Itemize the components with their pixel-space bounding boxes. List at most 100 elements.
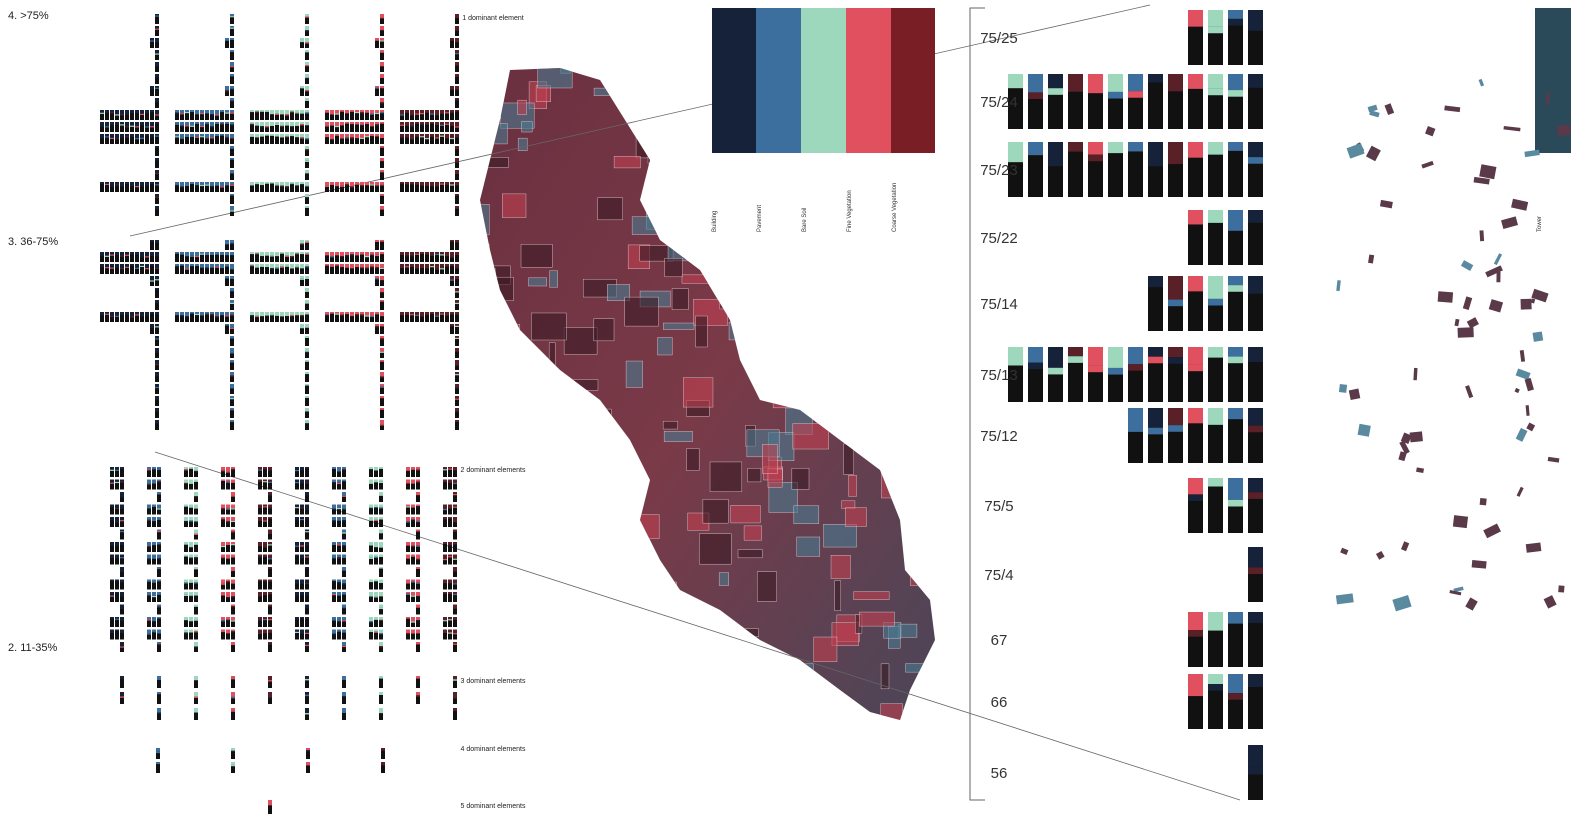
- glyph-band: [379, 567, 383, 569]
- parcel: [888, 318, 923, 345]
- parcel: [744, 526, 762, 540]
- glyph-band: [350, 110, 354, 112]
- glyph-band: [450, 312, 454, 314]
- glyph-band: [275, 122, 279, 124]
- glyph-band: [305, 642, 309, 645]
- glyph-band: [448, 632, 452, 633]
- glyph-band: [100, 110, 104, 113]
- glyph-band: [1248, 408, 1263, 426]
- glyph-band: [230, 158, 234, 160]
- glyph-band: [300, 315, 304, 316]
- glyph-band: [306, 748, 310, 750]
- glyph-band: [1228, 674, 1243, 693]
- glyph-band: [120, 264, 124, 268]
- glyph-band: [1028, 347, 1043, 363]
- glyph-band: [342, 480, 346, 482]
- glyph-band: [156, 748, 160, 752]
- glyph-band: [453, 630, 457, 634]
- parcel: [627, 720, 644, 726]
- glyph-band: [275, 268, 279, 269]
- glyph-band: [300, 480, 304, 484]
- glyph-band: [205, 252, 209, 255]
- glyph-band: [440, 254, 444, 255]
- glyph-band: [1088, 366, 1103, 373]
- glyph-band: [100, 113, 104, 114]
- glyph-band: [265, 182, 269, 184]
- glyph-band: [115, 505, 119, 508]
- glyph-band: [147, 484, 151, 485]
- glyph-band: [205, 314, 209, 315]
- glyph-band: [250, 182, 254, 185]
- glyph-band: [120, 530, 124, 532]
- glyph-band: [1148, 408, 1163, 428]
- glyph-band: [115, 134, 119, 138]
- glyph-band: [380, 206, 384, 210]
- glyph-band: [194, 567, 198, 569]
- glyph-band: [355, 138, 359, 139]
- patch: [1516, 368, 1531, 380]
- row-label: 75/24: [972, 94, 1026, 111]
- glyph-band: [230, 101, 234, 102]
- glyph-band: [194, 605, 198, 607]
- glyph-band: [406, 592, 410, 594]
- glyph-band: [263, 506, 267, 507]
- glyph-band: [335, 113, 339, 114]
- glyph-band: [379, 546, 383, 547]
- glyph-band: [155, 14, 159, 16]
- glyph-band: [226, 617, 230, 620]
- glyph-band: [205, 182, 209, 185]
- parcel: [652, 204, 687, 220]
- parcel: [928, 249, 962, 262]
- glyph-band: [221, 471, 225, 472]
- glyph-band: [155, 420, 159, 423]
- glyph-band: [415, 312, 419, 315]
- glyph-band: [135, 186, 139, 187]
- glyph-band: [180, 113, 184, 114]
- glyph-band: [184, 505, 188, 507]
- glyph-band: [337, 517, 341, 521]
- glyph-band: [375, 186, 379, 187]
- glyph-band: [175, 312, 179, 315]
- glyph-band: [342, 545, 346, 546]
- glyph-band: [1188, 276, 1203, 291]
- glyph-band: [305, 492, 309, 494]
- glyph-band: [380, 74, 384, 78]
- glyph-band: [157, 630, 161, 634]
- glyph-band: [145, 264, 149, 268]
- glyph-band: [370, 252, 374, 255]
- glyph-band: [420, 124, 424, 125]
- glyph-band: [1048, 74, 1063, 88]
- glyph-band: [155, 387, 159, 388]
- glyph-band: [157, 467, 161, 469]
- glyph-band: [195, 122, 199, 124]
- glyph-band: [453, 507, 457, 508]
- glyph-band: [230, 243, 234, 244]
- glyph-band: [180, 134, 184, 138]
- patch: [1503, 126, 1520, 131]
- glyph-band: [300, 279, 304, 280]
- parcel: [522, 122, 533, 132]
- glyph-band: [1108, 92, 1123, 99]
- glyph-band: [410, 110, 414, 114]
- glyph-band: [220, 314, 224, 315]
- glyph-band: [157, 517, 161, 520]
- glyph-band: [130, 264, 134, 266]
- glyph-band: [258, 580, 262, 582]
- patch: [1526, 405, 1530, 416]
- glyph-band: [230, 384, 234, 388]
- parcel: [746, 254, 757, 277]
- parcel: [600, 714, 607, 737]
- glyph-band: [105, 110, 109, 113]
- glyph-band: [365, 110, 369, 113]
- glyph-band: [230, 291, 234, 292]
- glyph-band: [1148, 142, 1163, 166]
- glyph-band: [375, 110, 379, 113]
- glyph-band: [448, 542, 452, 544]
- glyph-band: [210, 126, 214, 127]
- parcel: [518, 138, 527, 151]
- patch: [1526, 542, 1542, 552]
- glyph-band: [335, 312, 339, 314]
- glyph-band: [340, 110, 344, 112]
- glyph-band: [105, 312, 109, 314]
- parcel: [568, 380, 598, 391]
